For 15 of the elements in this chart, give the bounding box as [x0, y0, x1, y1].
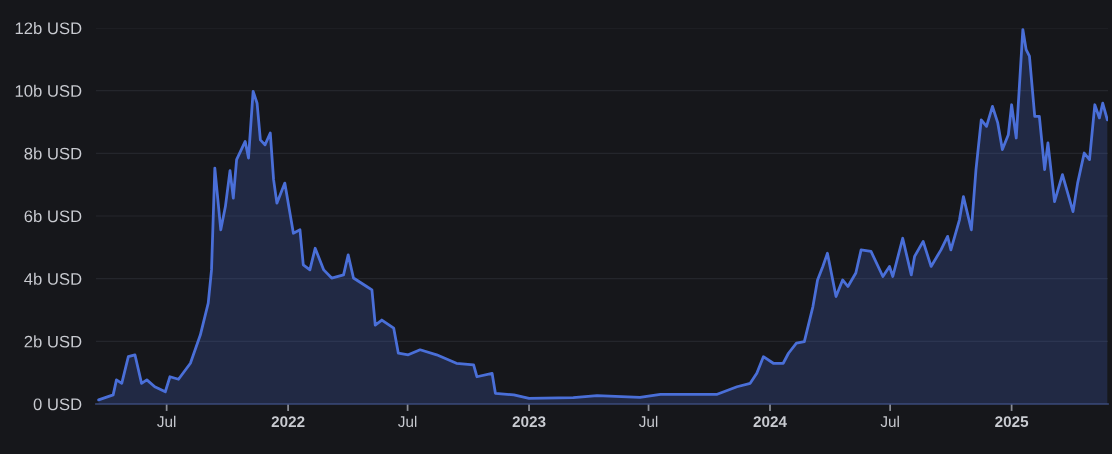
- x-tick-label: Jul: [398, 415, 417, 428]
- y-tick-label: 4b USD: [24, 272, 82, 285]
- y-tick-label: 12b USD: [15, 21, 82, 35]
- x-tick-label: Jul: [639, 415, 658, 428]
- x-tick-label: 2024: [753, 416, 787, 428]
- x-tick-label: 2023: [512, 416, 546, 428]
- y-tick-label: 10b USD: [15, 84, 82, 97]
- y-tick-label: 0 USD: [33, 398, 82, 411]
- y-tick-label: 6b USD: [24, 209, 82, 223]
- y-tick-label: 8b USD: [24, 147, 82, 160]
- x-tick-label: 2025: [995, 416, 1029, 428]
- x-tick-label: Jul: [157, 415, 176, 428]
- y-tick-label: 2b USD: [24, 335, 82, 348]
- x-tick-label: 2022: [271, 416, 305, 428]
- x-tick-label: Jul: [880, 415, 899, 428]
